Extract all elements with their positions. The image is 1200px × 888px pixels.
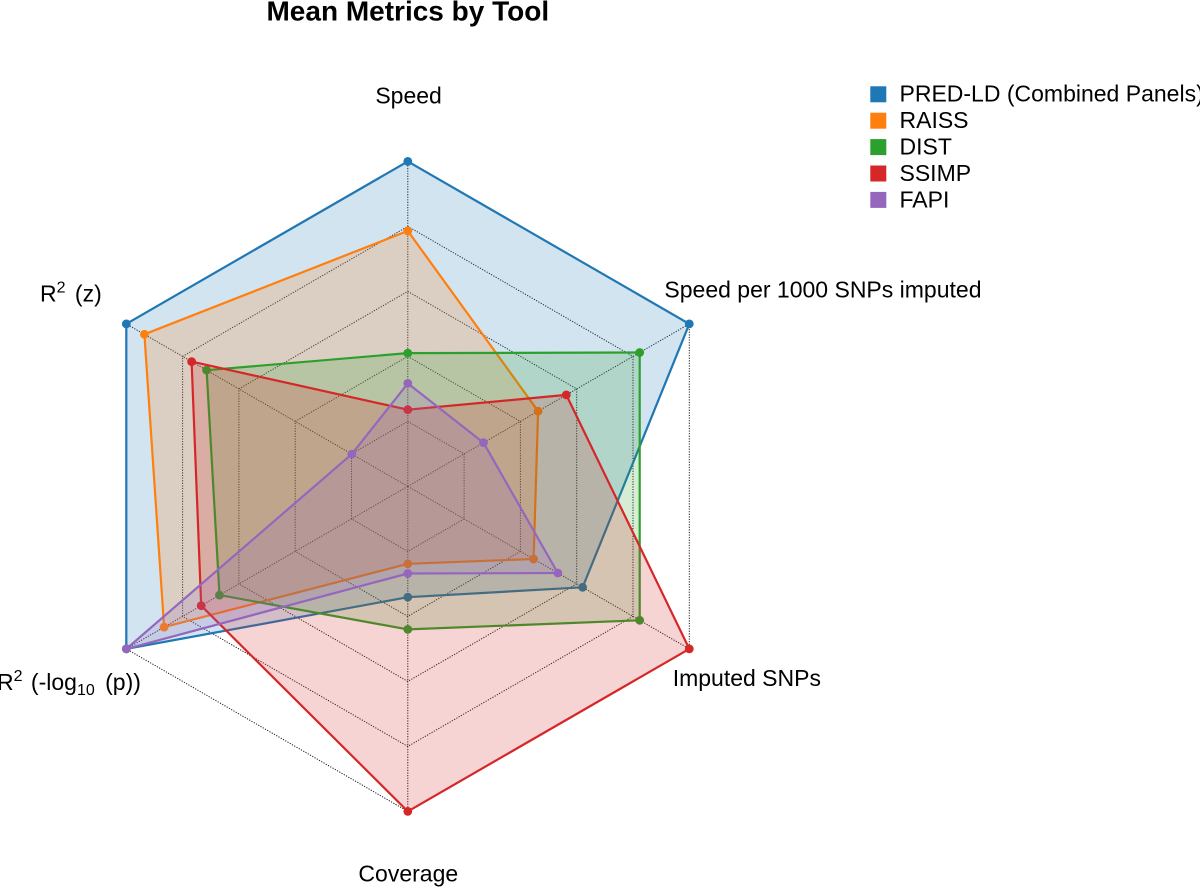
svg-text:Speed per 1000 SNPs imputed: Speed per 1000 SNPs imputed — [664, 277, 981, 303]
svg-text:Mean Metrics by Tool: Mean Metrics by Tool — [266, 0, 549, 27]
svg-text:RAISS: RAISS — [900, 107, 969, 133]
svg-text:FAPI: FAPI — [900, 186, 950, 212]
svg-text:PRED-LD (Combined Panels): PRED-LD (Combined Panels) — [900, 81, 1200, 107]
svg-text:R2 (z): R2 (z) — [40, 279, 102, 306]
svg-text:Speed: Speed — [375, 82, 442, 108]
svg-text:SSIMP: SSIMP — [900, 160, 972, 186]
svg-text:DIST: DIST — [900, 134, 952, 160]
svg-text:Coverage: Coverage — [358, 860, 458, 886]
svg-text:Imputed SNPs: Imputed SNPs — [673, 665, 821, 691]
